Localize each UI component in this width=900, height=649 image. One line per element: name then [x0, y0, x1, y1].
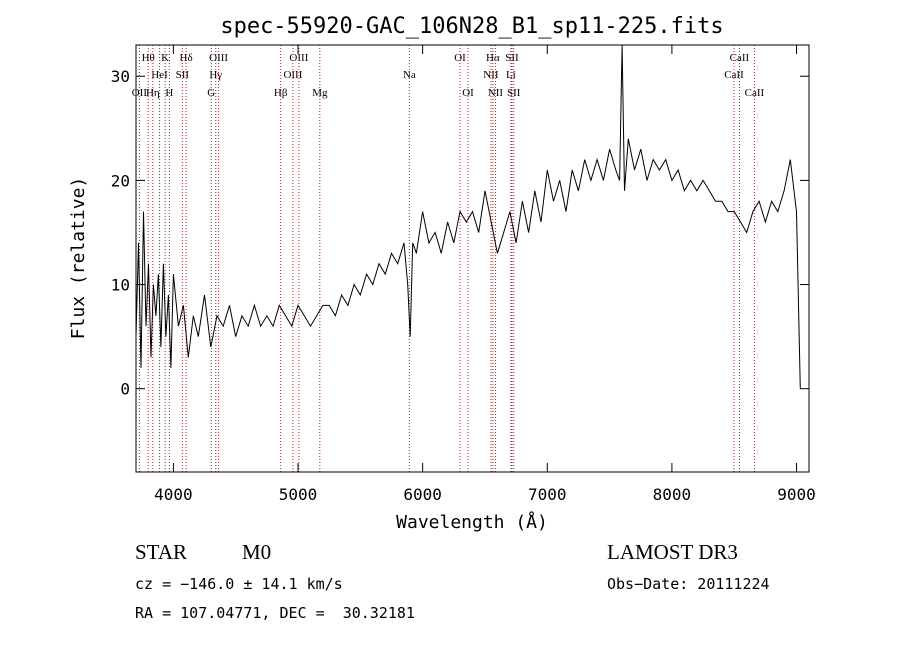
line-label: OI	[454, 52, 466, 64]
line-label: SII	[176, 69, 190, 81]
line-label: SII	[507, 87, 521, 99]
line-label: NII	[483, 69, 499, 81]
redshift-readout: cz = −146.0 ± 14.1 km/s	[135, 575, 343, 593]
object-subclass: M0	[242, 540, 272, 564]
line-label: OIII	[283, 69, 302, 81]
y-axis-label: Flux (relative)	[68, 177, 89, 340]
chart-title: spec-55920-GAC_106N28_B1_sp11-225.fits	[220, 14, 723, 39]
line-label: Hγ	[209, 69, 222, 81]
survey-name: LAMOST DR3	[607, 540, 738, 564]
line-label: OIII	[209, 52, 228, 64]
line-label: CaII	[724, 69, 744, 81]
line-label: K	[161, 52, 169, 64]
line-label: Mg	[312, 87, 328, 99]
y-tick-label: 30	[111, 67, 130, 86]
line-label: Hθ	[142, 52, 155, 64]
line-label: Na	[403, 69, 416, 81]
line-label: Hα	[486, 52, 500, 64]
line-label: OI	[462, 87, 474, 99]
line-label: H	[165, 87, 173, 99]
ra-dec-readout: RA = 107.04771, DEC = 30.32181	[135, 604, 415, 622]
x-tick-label: 4000	[154, 485, 193, 504]
y-tick-label: 0	[120, 380, 130, 399]
x-axis-label: Wavelength (Å)	[396, 511, 548, 533]
line-label: NII	[488, 87, 504, 99]
line-label: OIII	[289, 52, 308, 64]
plot-frame	[135, 44, 810, 473]
x-tick-label: 9000	[777, 485, 816, 504]
x-tick-label: 7000	[528, 485, 567, 504]
y-tick-label: 10	[111, 276, 130, 295]
axis-ticks: 4000 5000 6000 7000 8000 9000 0 10 20 30	[111, 45, 816, 504]
x-tick-label: 8000	[653, 485, 692, 504]
spectrum-line	[135, 44, 801, 389]
line-label: CaII	[745, 87, 765, 99]
x-tick-label: 5000	[279, 485, 318, 504]
line-label: G	[207, 87, 215, 99]
y-tick-label: 20	[111, 171, 130, 190]
line-label: Hη	[146, 87, 160, 99]
line-label: Hβ	[274, 87, 288, 99]
x-tick-label: 6000	[403, 485, 442, 504]
line-label: Hδ	[180, 52, 193, 64]
object-class: STAR	[135, 540, 187, 564]
line-label: HeI	[151, 69, 168, 81]
line-label: SII	[505, 52, 519, 64]
line-label: Li	[506, 69, 516, 81]
line-label: CaII	[730, 52, 750, 64]
obs-date: Obs−Date: 20111224	[607, 575, 770, 593]
line-markers: Hθ K Hδ OIII OIII OI Hα SII CaII HeI SII Hγ OIII Na NI…	[132, 45, 765, 472]
